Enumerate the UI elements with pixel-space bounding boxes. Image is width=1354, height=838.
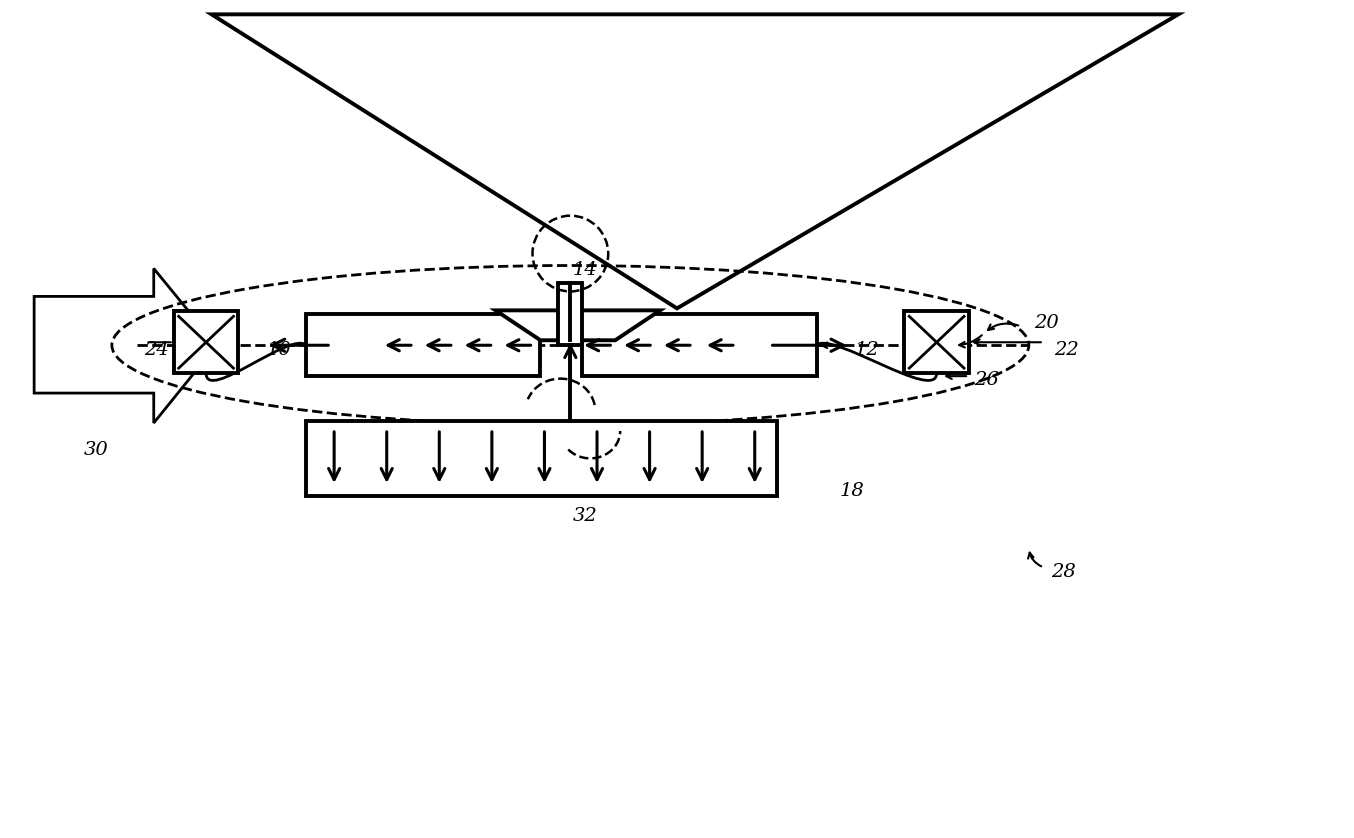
Text: 18: 18 [839,482,864,499]
Bar [582,314,816,376]
Text: 30: 30 [84,441,108,459]
Text: 22: 22 [1053,341,1079,360]
Polygon shape [496,310,659,340]
Text: 28: 28 [1051,563,1075,582]
Bar [904,312,969,373]
Text: 10: 10 [267,341,291,360]
Text: 26: 26 [974,371,999,389]
Bar [173,312,238,373]
Bar [306,421,777,496]
Text: 14: 14 [573,261,597,280]
Text: 24: 24 [144,341,168,360]
Bar [306,314,540,376]
Text: 12: 12 [854,341,879,360]
Text: 32: 32 [573,507,597,525]
Bar [558,283,582,345]
Text: 20: 20 [1034,314,1059,333]
